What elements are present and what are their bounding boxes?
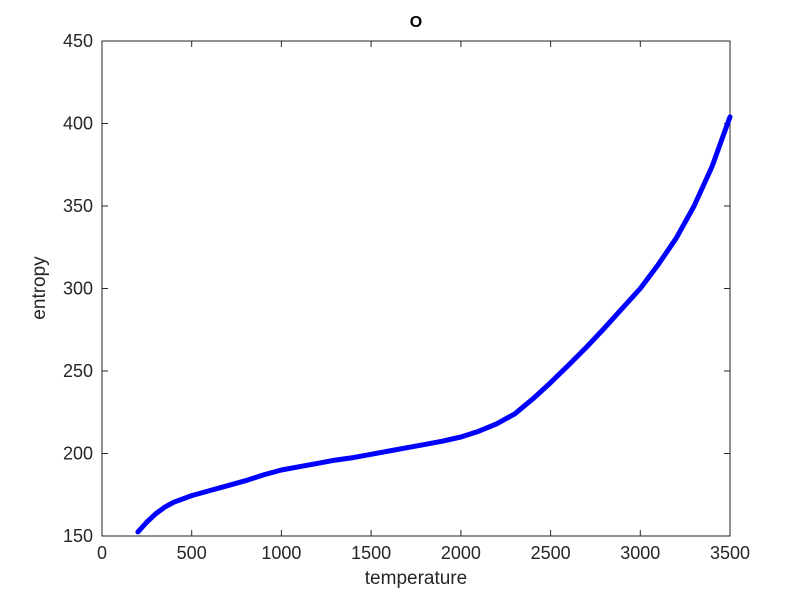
entropy-curve xyxy=(135,114,733,535)
axes-box xyxy=(101,40,731,537)
y-tick-label: 400 xyxy=(63,114,93,134)
x-tick-label: 1500 xyxy=(351,543,391,563)
y-tick-label: 150 xyxy=(63,526,93,546)
y-axis-label: entropy xyxy=(29,256,50,320)
x-tick-label: 3500 xyxy=(710,543,750,563)
y-tick-label: 350 xyxy=(63,196,93,216)
y-tick-label: 200 xyxy=(63,444,93,464)
x-axis-label: temperature xyxy=(364,568,468,589)
y-tick-label: 300 xyxy=(63,279,93,299)
x-tick-label: 500 xyxy=(177,543,207,563)
x-tick-label: 3000 xyxy=(620,543,660,563)
x-tick-label: 0 xyxy=(97,543,107,563)
x-tick-label: 1000 xyxy=(261,543,301,563)
chart-title: O xyxy=(409,14,423,31)
x-tick-label: 2500 xyxy=(531,543,571,563)
x-tick-label: 2000 xyxy=(441,543,481,563)
y-tick-label: 450 xyxy=(63,31,93,51)
y-tick-label: 250 xyxy=(63,361,93,381)
